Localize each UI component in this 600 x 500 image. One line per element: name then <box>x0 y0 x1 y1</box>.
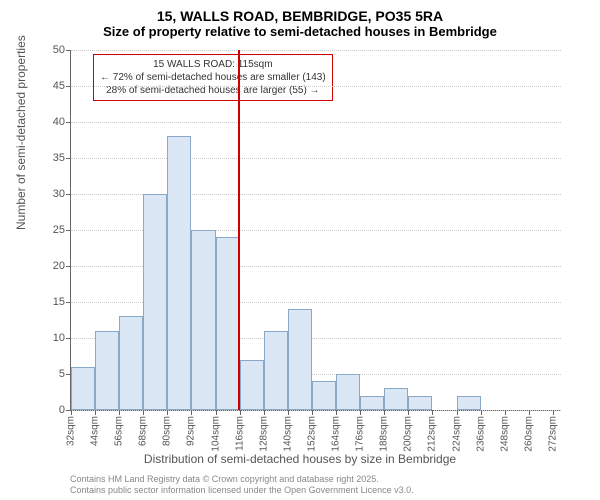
x-tick-mark <box>288 410 289 415</box>
x-tick-label: 44sqm <box>90 416 101 446</box>
x-tick-label: 152sqm <box>306 416 317 452</box>
x-tick-label: 224sqm <box>451 416 462 452</box>
grid-line <box>71 410 561 411</box>
x-tick-label: 176sqm <box>355 416 366 452</box>
y-tick-label: 30 <box>35 188 71 200</box>
x-tick-label: 116sqm <box>234 416 245 451</box>
x-tick-label: 212sqm <box>427 416 438 452</box>
histogram-bar <box>312 381 336 410</box>
annotation-line1: 15 WALLS ROAD: 115sqm <box>100 58 326 71</box>
histogram-bar <box>408 396 432 410</box>
y-axis-label: Number of semi-detached properties <box>14 35 28 230</box>
grid-line <box>71 86 561 87</box>
x-tick-mark <box>553 410 554 415</box>
x-tick-mark <box>505 410 506 415</box>
x-tick-mark <box>119 410 120 415</box>
y-tick-label: 45 <box>35 80 71 92</box>
x-tick-mark <box>216 410 217 415</box>
histogram-bar <box>336 374 360 410</box>
y-tick-label: 20 <box>35 260 71 272</box>
x-tick-label: 104sqm <box>210 416 221 452</box>
x-tick-label: 200sqm <box>403 416 414 452</box>
chart-title-sub: Size of property relative to semi-detach… <box>0 24 600 39</box>
x-tick-label: 164sqm <box>331 416 342 452</box>
x-tick-label: 236sqm <box>475 416 486 452</box>
grid-line <box>71 158 561 159</box>
histogram-bar <box>240 360 264 410</box>
histogram-bar <box>457 396 481 410</box>
x-tick-mark <box>336 410 337 415</box>
footer-line2: Contains public sector information licen… <box>70 485 414 496</box>
x-tick-mark <box>481 410 482 415</box>
histogram-bar <box>167 136 191 410</box>
chart-title-main: 15, WALLS ROAD, BEMBRIDGE, PO35 5RA <box>0 8 600 24</box>
y-tick-label: 15 <box>35 296 71 308</box>
x-tick-mark <box>71 410 72 415</box>
grid-line <box>71 50 561 51</box>
grid-line <box>71 122 561 123</box>
annotation-line2: ← 72% of semi-detached houses are smalle… <box>100 71 326 84</box>
y-tick-label: 40 <box>35 116 71 128</box>
x-tick-label: 68sqm <box>138 416 149 446</box>
x-tick-mark <box>95 410 96 415</box>
y-tick-label: 10 <box>35 332 71 344</box>
histogram-bar <box>191 230 215 410</box>
x-tick-mark <box>457 410 458 415</box>
histogram-bar <box>288 309 312 410</box>
x-tick-mark <box>143 410 144 415</box>
histogram-bar <box>119 316 143 410</box>
annotation-box: 15 WALLS ROAD: 115sqm ← 72% of semi-deta… <box>93 54 333 101</box>
x-tick-mark <box>312 410 313 415</box>
footer-attribution: Contains HM Land Registry data © Crown c… <box>70 474 414 496</box>
x-tick-label: 260sqm <box>523 416 534 452</box>
x-tick-label: 188sqm <box>379 416 390 452</box>
histogram-bar <box>71 367 95 410</box>
x-tick-label: 140sqm <box>282 416 293 452</box>
property-marker-line <box>238 50 240 410</box>
chart-title-block: 15, WALLS ROAD, BEMBRIDGE, PO35 5RA Size… <box>0 0 600 39</box>
x-tick-mark <box>408 410 409 415</box>
x-tick-mark <box>432 410 433 415</box>
histogram-plot-area: 15 WALLS ROAD: 115sqm ← 72% of semi-deta… <box>70 50 561 411</box>
x-tick-mark <box>360 410 361 415</box>
x-tick-mark <box>240 410 241 415</box>
x-tick-mark <box>264 410 265 415</box>
x-tick-label: 32sqm <box>66 416 77 446</box>
histogram-bar <box>95 331 119 410</box>
y-tick-label: 35 <box>35 152 71 164</box>
histogram-bar <box>264 331 288 410</box>
y-tick-label: 0 <box>35 404 71 416</box>
x-tick-mark <box>529 410 530 415</box>
y-tick-label: 50 <box>35 44 71 56</box>
x-tick-mark <box>384 410 385 415</box>
footer-line1: Contains HM Land Registry data © Crown c… <box>70 474 414 485</box>
histogram-bar <box>384 388 408 410</box>
x-tick-mark <box>191 410 192 415</box>
y-tick-label: 25 <box>35 224 71 236</box>
x-tick-label: 92sqm <box>186 416 197 446</box>
x-tick-mark <box>167 410 168 415</box>
histogram-bar <box>360 396 384 410</box>
x-tick-label: 128sqm <box>258 416 269 452</box>
x-tick-label: 56sqm <box>114 416 125 446</box>
x-axis-label: Distribution of semi-detached houses by … <box>0 452 600 466</box>
histogram-bar <box>143 194 167 410</box>
x-tick-label: 80sqm <box>162 416 173 446</box>
histogram-bar <box>216 237 240 410</box>
y-tick-label: 5 <box>35 368 71 380</box>
x-tick-label: 248sqm <box>499 416 510 452</box>
x-tick-label: 272sqm <box>547 416 558 452</box>
